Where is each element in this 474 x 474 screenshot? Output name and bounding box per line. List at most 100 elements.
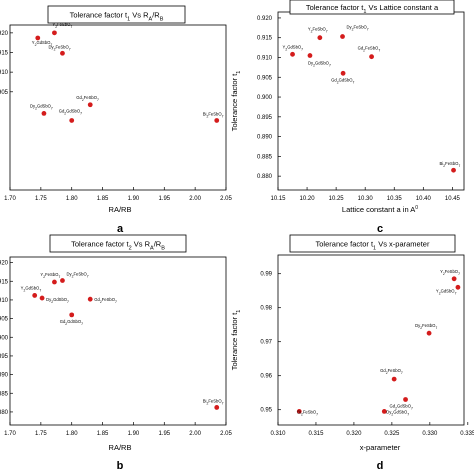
chart-panel-c: 10.15 10.20 10.25 10.30 10.35 10.40 10.45 0.920… — [230, 0, 465, 235]
data-point — [369, 54, 374, 60]
x-tick-label: 10.15 — [270, 196, 286, 202]
data-point — [426, 330, 432, 336]
chart-title: Tolerance factor t1 Vs RA/RB — [70, 11, 164, 23]
data-point-label: Y2FeSbO7 — [40, 272, 60, 279]
y-tick-label: 0.98 — [260, 306, 272, 312]
y-tick-label: .910 — [0, 298, 9, 304]
x-tick-label: 1.70 — [4, 196, 16, 202]
y-tick-label: 0.905 — [0, 90, 9, 96]
x-tick-label: 10.40 — [416, 196, 432, 202]
y-tick-label: 0.900 — [257, 95, 273, 101]
x-tick-label: 1.75 — [35, 196, 47, 202]
data-point-label: Y2GdSbO7 — [21, 285, 42, 292]
data-point — [52, 279, 57, 285]
plot-frame — [9, 24, 227, 191]
data-point-label: Bi2FeSbO7 — [203, 398, 224, 405]
data-point-label: Y2FeSbO7 — [308, 27, 328, 34]
y-tick-label: 0.920 — [257, 16, 273, 22]
x-tick-label: 0.325 — [384, 431, 400, 437]
y-tick-label: .915 — [0, 279, 9, 285]
data-point-label: Y2FeSbO7 — [440, 269, 460, 276]
x-axis-label: Lattice constant a in A0 — [342, 205, 418, 214]
x-tick-label: 1.95 — [158, 431, 170, 437]
data-point — [41, 110, 47, 116]
chart-title-box — [47, 5, 186, 24]
data-point — [39, 295, 45, 301]
data-point-label: Gd2FeSbO7 — [94, 297, 117, 304]
x-tick-label: 1.75 — [35, 431, 47, 437]
x-tick-label: 0.310 — [270, 431, 286, 437]
x-tick-label: 10.45 — [445, 196, 461, 202]
panel-letter: d — [377, 460, 384, 472]
y-tick-label: .900 — [0, 335, 9, 341]
chart-title-box — [289, 0, 455, 15]
y-tick-label: .905 — [0, 317, 9, 323]
data-point — [403, 397, 408, 402]
x-tick-label: 10.20 — [300, 196, 316, 202]
x-axis-label: RA/RB — [109, 205, 132, 214]
chart-panel-b: 1.70 1.75 1.80 1.85 1.90 1.95 2.00 2.05 0.920 .91… — [0, 234, 232, 472]
data-point-label: Dy2FeSbO7 — [66, 272, 88, 279]
data-point-label: Dy2GdSbO7 — [30, 103, 53, 110]
x-tick-label: 1.90 — [128, 431, 140, 437]
data-point — [307, 53, 313, 58]
data-point-label: Dy2FeSbO7 — [48, 44, 70, 51]
data-point — [60, 50, 65, 56]
data-point — [391, 376, 397, 382]
data-point — [317, 35, 323, 41]
data-point-label: Gd2FeSbO7 — [358, 46, 381, 53]
x-tick-label: 0.335 — [460, 431, 474, 437]
x-tick-label: 2.05 — [220, 431, 232, 437]
data-point-label: Dy2FeSbO7 — [415, 323, 437, 330]
y-tick-label: 0.920 — [0, 261, 9, 267]
panel-letter: b — [117, 460, 124, 472]
chart-title: Tolerance factor t2 Vs RA/RB — [71, 240, 165, 252]
y-tick-label: 0.895 — [257, 115, 273, 121]
data-point-label: Bi2FeSbO7 — [297, 409, 318, 416]
data-point-label: Dy2FeSbO7 — [347, 25, 369, 32]
y-tick-label: .890 — [0, 373, 9, 379]
y-axis-label: Tolerance factor t1 — [230, 71, 242, 132]
data-point — [87, 102, 93, 108]
data-point — [87, 296, 93, 302]
y-tick-label: .895 — [0, 354, 9, 360]
data-point — [214, 405, 220, 410]
x-axis-label: RA/RB — [109, 443, 132, 452]
data-point — [52, 30, 57, 36]
data-point-label: Gd2FeSbO7 — [380, 368, 403, 375]
chart-title: Tolerance factor t1 Vs Lattice constant … — [306, 3, 439, 15]
data-point-label: Y2GdSbO7 — [32, 40, 53, 47]
data-point-label: Gd2GdSbO7 — [390, 404, 413, 411]
chart-title-box — [49, 234, 187, 253]
x-tick-label: 1.85 — [97, 431, 109, 437]
data-point — [69, 312, 75, 318]
data-point-label: Bi2FeSbO7 — [440, 161, 461, 168]
data-point-label: Dy2GdSbO7 — [308, 61, 331, 68]
x-tick-label: 1.80 — [66, 196, 78, 202]
data-point — [214, 118, 220, 123]
x-tick-label: 2.00 — [189, 431, 201, 437]
data-point — [35, 35, 41, 41]
x-tick-label: 0.315 — [308, 431, 324, 437]
x-tick-label: 2.00 — [189, 196, 201, 202]
y-tick-label: 0.99 — [260, 272, 272, 278]
y-tick-label: 0.905 — [257, 75, 273, 81]
x-tick-label: 1.70 — [4, 431, 16, 437]
data-point — [69, 118, 75, 123]
y-tick-label: 0.910 — [0, 70, 9, 76]
x-tick-label: 1.85 — [97, 196, 109, 202]
x-tick-label: 10.35 — [387, 196, 403, 202]
data-point — [290, 51, 295, 57]
data-point — [340, 70, 346, 76]
x-tick-label: 10.25 — [329, 196, 345, 202]
x-tick-label: 1.80 — [66, 431, 78, 437]
data-point — [381, 409, 387, 414]
data-point-label: Y2FeSbO7 — [52, 22, 72, 29]
data-point-label: Y2GdSbO7 — [283, 44, 304, 51]
y-tick-label: .880 — [0, 410, 9, 416]
y-tick-label: 0.96 — [260, 374, 272, 380]
panel-letter: a — [117, 223, 124, 235]
plot-frame — [277, 254, 465, 426]
data-point-label: Dy2GdSbO7 — [386, 409, 409, 416]
data-point-label: Gd2GdSbO7 — [331, 77, 354, 84]
